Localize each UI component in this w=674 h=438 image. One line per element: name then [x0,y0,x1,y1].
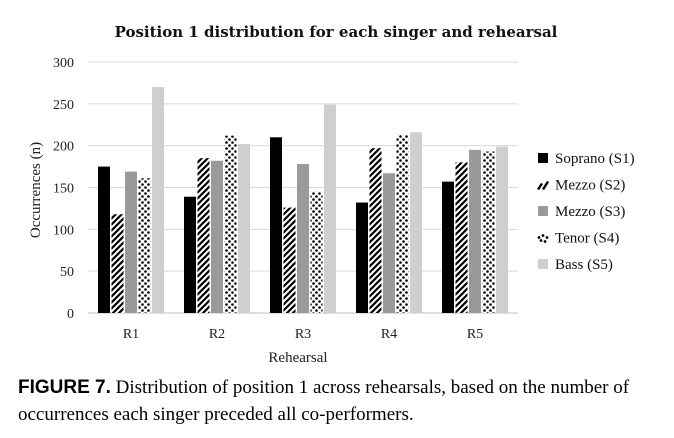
figure-caption: FIGURE 7. Distribution of position 1 acr… [18,374,668,428]
y-tick-label: 150 [53,182,74,197]
bar-r3-series-1 [270,137,282,313]
x-tick-labels: R1 R2 R3 R4 R5 [123,327,483,342]
legend-entry: Soprano (S1) [555,151,635,167]
y-tick-label: 50 [60,265,74,280]
chart: Position 1 distribution for each singer … [28,23,635,366]
bar-r4-series-4 [396,134,409,313]
caption-text: Distribution of position 1 across rehear… [18,377,630,425]
bar-r2-series-2 [197,158,210,313]
y-tick-label: 300 [53,56,74,71]
legend-swatch [538,153,548,163]
legend-swatch [537,180,550,191]
x-tick-label: R5 [467,327,483,342]
bar-r3-series-3 [297,164,309,313]
bar-r5-series-5 [496,146,508,313]
bar-r2-series-1 [184,196,196,313]
legend-entry: Tenor (S4) [555,231,619,247]
y-axis-label: Occurrences (n) [28,142,44,238]
bar-r1-series-1 [98,166,110,313]
legend-entry: Mezzo (S2) [555,178,625,194]
x-tick-label: R1 [123,327,139,342]
bar-r3-series-2 [283,207,296,313]
x-tick-label: R4 [381,327,397,342]
bar-r2-series-4 [224,135,237,313]
legend-entry: Bass (S5) [555,257,613,273]
chart-title: Position 1 distribution for each singer … [115,23,558,41]
bar-r4-series-2 [369,148,382,313]
y-tick-labels: 0 50 100 150 200 250 300 [53,56,74,322]
bar-r1-series-5 [152,87,164,313]
bar-r5-series-3 [469,149,481,313]
bar-r1-series-2 [111,214,124,313]
bar-r5-series-4 [482,151,495,313]
bar-r2-series-5 [238,143,250,313]
legend-swatch [538,259,548,269]
bars [98,87,508,313]
legend-swatch [538,206,548,216]
bar-r1-series-3 [125,171,137,313]
bar-r3-series-5 [324,104,336,313]
bar-r4-series-3 [383,173,395,313]
y-tick-label: 0 [67,307,74,322]
bar-r4-series-1 [356,202,368,313]
y-tick-label: 250 [53,98,74,113]
legend: Soprano (S1) Mezzo (S2) Mezzo (S3) Tenor (S… [537,151,635,273]
caption-label: FIGURE 7. [18,377,111,398]
x-tick-label: R3 [295,327,311,342]
bar-r5-series-2 [455,162,468,313]
legend-swatch [537,234,549,243]
x-axis-label: Rehearsal [268,350,327,366]
bar-r4-series-5 [410,132,422,313]
x-tick-label: R2 [209,327,225,342]
bar-r5-series-1 [442,181,454,313]
bar-r2-series-3 [211,160,223,313]
legend-entry: Mezzo (S3) [555,204,625,220]
y-tick-label: 200 [53,140,74,155]
bar-r3-series-4 [310,191,323,313]
bar-r1-series-4 [138,178,151,313]
y-tick-label: 100 [53,223,74,238]
